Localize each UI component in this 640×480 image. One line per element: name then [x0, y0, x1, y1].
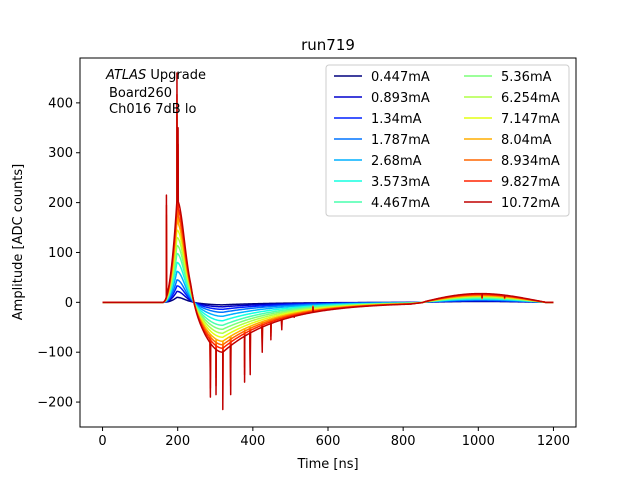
legend-label: 8.04mA	[501, 133, 552, 148]
legend-label: 3.573mA	[371, 175, 430, 190]
legend-label: 0.893mA	[371, 91, 430, 106]
legend-label: 9.827mA	[501, 175, 560, 190]
annotation-line-1: ATLAS Upgrade	[105, 68, 206, 83]
legend-label: 1.34mA	[371, 112, 422, 127]
y-tick-label: 300	[48, 146, 73, 161]
y-tick-label: −200	[37, 396, 73, 411]
x-tick-label: 600	[316, 434, 341, 449]
x-tick-label: 1000	[462, 434, 495, 449]
ticks: 0 200 400 600 800 1000 1200 −200 −100 0 100 200 300 4…	[37, 96, 570, 449]
legend-label: 6.254mA	[501, 91, 560, 106]
plot-area	[102, 72, 554, 411]
y-tick-label: 0	[65, 296, 73, 311]
annotation-line-3: Ch016 7dB lo	[109, 102, 196, 117]
x-tick-label: 800	[391, 434, 416, 449]
y-tick-label: 100	[48, 246, 73, 261]
legend-label: 8.934mA	[501, 154, 560, 169]
y-tick-label: −100	[37, 346, 73, 361]
series-line-10.72mA	[102, 72, 554, 411]
x-tick-label: 0	[98, 434, 106, 449]
legend-label: 4.467mA	[371, 196, 430, 211]
legend-label: 7.147mA	[501, 112, 560, 127]
annotation-upgrade: Upgrade	[146, 68, 206, 83]
legend-label: 0.447mA	[371, 70, 430, 85]
annotation-atlas: ATLAS	[105, 68, 146, 83]
chart-title: run719	[301, 36, 355, 54]
legend-label: 5.36mA	[501, 70, 552, 85]
y-axis-label: Amplitude [ADC counts]	[11, 164, 26, 320]
x-tick-label: 400	[240, 434, 265, 449]
legend-label: 10.72mA	[501, 196, 560, 211]
legend: 0.447mA 0.893mA 1.34mA 1.787mA 2.68mA 3.573mA…	[325, 64, 570, 217]
x-tick-label: 1200	[537, 434, 570, 449]
y-tick-label: 400	[48, 96, 73, 111]
legend-label: 1.787mA	[371, 133, 430, 148]
annotation-line-2: Board260	[109, 86, 172, 101]
x-axis-label: Time [ns]	[296, 457, 358, 472]
y-tick-label: 200	[48, 196, 73, 211]
legend-label: 2.68mA	[371, 154, 422, 169]
x-tick-label: 200	[165, 434, 190, 449]
legend-box	[325, 64, 570, 217]
